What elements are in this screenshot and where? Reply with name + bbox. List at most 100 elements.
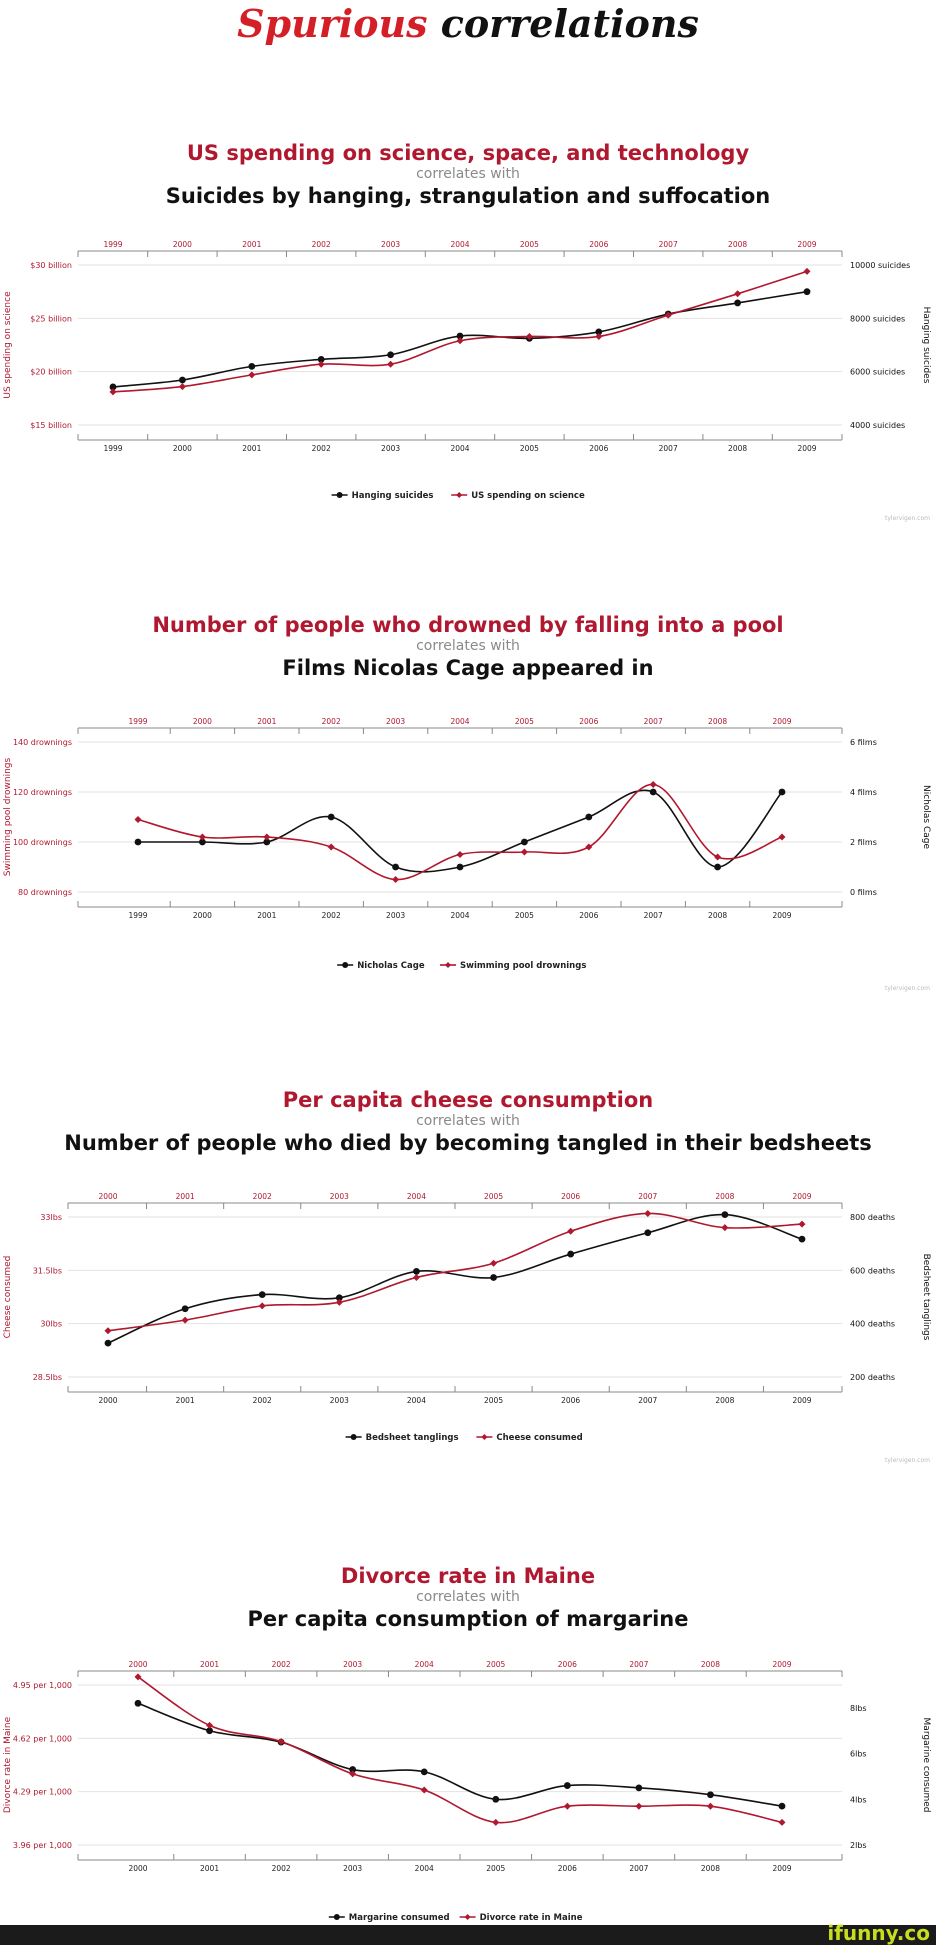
top-x-tick-label: 2003 [330,1192,349,1201]
bottom-x-tick-label: 2009 [772,911,791,920]
bottom-x-tick-label: 2002 [322,911,341,920]
data-point [714,853,722,861]
data-point [525,332,533,340]
legend-label: Swimming pool drownings [460,961,586,971]
chart-2-header: Number of people who drowned by falling … [0,612,936,681]
data-point [456,863,464,871]
top-x-tick-label: 2009 [797,240,816,249]
right-tick-label: 4000 suicides [850,421,905,430]
data-point [456,332,464,340]
top-x-tick-label: 2000 [128,1660,147,1669]
data-point [349,1766,357,1773]
data-point [413,1268,420,1275]
top-x-tick-label: 2006 [558,1660,577,1669]
top-x-tick-label: 2007 [638,1192,657,1201]
data-point [721,1211,729,1218]
top-x-tick-label: 2006 [561,1192,580,1201]
top-x-tick-label: 2008 [715,1192,734,1201]
left-tick-label: 31.5lbs [33,1266,62,1275]
data-point [778,833,786,841]
legend-swatch-marker [481,1434,488,1440]
bottom-x-tick-label: 2004 [407,1396,426,1405]
chart-4-header: Divorce rate in Maine correlates with Pe… [0,1563,936,1632]
right-tick-label: 6lbs [850,1750,867,1759]
series-line-2 [137,1676,783,1824]
chart-2-connector: correlates with [416,638,520,654]
top-x-tick-label: 2005 [520,240,539,249]
legend-label: US spending on science [471,491,585,501]
data-point [595,332,603,340]
bottom-x-tick-label: 2000 [193,911,212,920]
legend-label: Cheese consumed [496,1433,582,1443]
left-tick-label: 120 drownings [13,788,72,797]
legend-swatch-marker [464,1914,471,1920]
bottom-x-tick-label: 2007 [638,1396,657,1405]
bottom-x-tick-label: 2009 [792,1396,811,1405]
data-point [178,383,186,391]
chart-legend: Nicholas Cage Swimming pool drownings [337,961,586,971]
series-line-2 [107,1212,803,1332]
data-point [335,1298,343,1306]
data-point [664,311,672,319]
legend-swatch-marker [456,492,463,498]
data-point [387,351,394,359]
legend-label: Bedsheet tanglings [366,1433,459,1443]
data-point [258,1291,266,1298]
top-x-tick-label: 2004 [407,1192,426,1201]
data-point [490,1274,497,1281]
top-x-tick-label: 2009 [792,1192,811,1201]
data-point [585,813,593,821]
legend-label: Nicholas Cage [357,961,425,971]
chart-1: $30 billion $25 billion $20 billion $15 bil… [3,240,931,522]
bottom-x-tick-label: 2001 [200,1864,219,1873]
top-x-tick-label: 2009 [772,717,791,726]
data-point [803,267,811,275]
bottom-x-tick-label: 2003 [343,1864,362,1873]
data-point [109,383,117,391]
bottom-x-tick-label: 2003 [386,911,405,920]
data-point [109,388,117,396]
top-x-tick-label: 2000 [193,717,212,726]
left-tick-label: 4.62 per 1,000 [13,1734,72,1743]
right-tick-label: 8000 suicides [850,314,905,323]
bottom-x-tick-label: 2004 [415,1864,434,1873]
chart-legend: Hanging suicides US spending on science [331,491,585,501]
left-tick-label: 80 drownings [18,888,72,897]
legend-label: Divorce rate in Maine [480,1913,583,1923]
bottom-x-tick-label: 2008 [701,1864,720,1873]
legend-swatch-marker [445,962,451,968]
right-tick-label: 6000 suicides [850,368,905,377]
bottom-x-tick-label: 2007 [659,444,678,453]
bottom-x-tick-label: 2007 [629,1864,648,1873]
bottom-x-tick-label: 2006 [558,1864,577,1873]
chart-4: 4.95 per 1,000 4.62 per 1,000 4.29 per 1,0… [3,1660,931,1923]
top-x-tick-label: 2008 [708,717,727,726]
chart-2-subtitle: Films Nicolas Cage appeared in [282,656,654,680]
data-point [179,376,186,384]
data-point [706,1802,714,1810]
left-tick-label: $20 billion [30,368,72,377]
left-tick-label: 140 drownings [13,738,72,747]
page-title-word-1: Spurious [237,1,428,46]
data-point [778,1802,786,1810]
page-title: Spurious correlations [0,2,936,46]
data-point [492,1818,500,1826]
chart-legend: Margarine consumed Divorce rate in Maine [328,1913,583,1923]
right-axis-title: Nicholas Cage [921,785,931,849]
data-point [248,371,256,379]
top-x-tick-label: 2007 [629,1660,648,1669]
top-x-tick-label: 2005 [515,717,534,726]
bottom-x-tick-label: 2008 [728,444,747,453]
data-point [277,1738,285,1746]
bottom-x-tick-label: 2003 [381,444,400,453]
bottom-x-tick-label: 2002 [312,444,331,453]
data-point [134,838,142,846]
data-point [181,1305,189,1313]
data-point [521,838,528,846]
data-point [635,1784,643,1792]
bottom-x-tick-label: 2005 [520,444,539,453]
data-point [181,1316,189,1324]
bottom-x-tick-label: 2001 [257,911,276,920]
right-tick-label: 10000 suicides [850,261,910,270]
legend-swatch-marker [342,962,349,968]
